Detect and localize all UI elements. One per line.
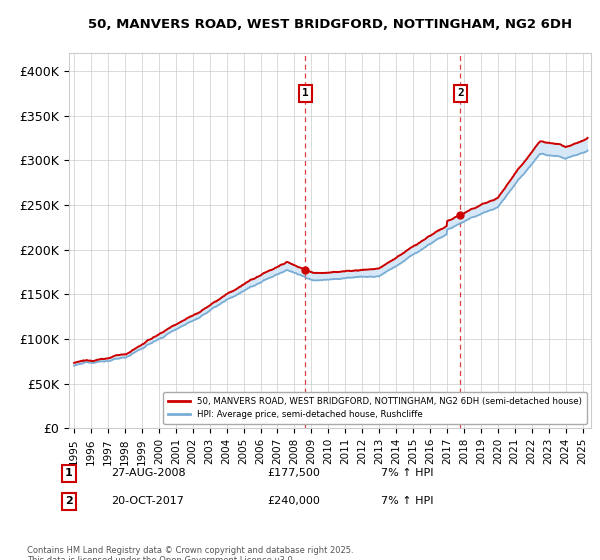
Text: £177,500: £177,500 [267, 468, 320, 478]
Legend: 50, MANVERS ROAD, WEST BRIDGFORD, NOTTINGHAM, NG2 6DH (semi-detached house), HPI: 50, MANVERS ROAD, WEST BRIDGFORD, NOTTIN… [163, 393, 587, 424]
Text: 20-OCT-2017: 20-OCT-2017 [111, 496, 184, 506]
Text: Contains HM Land Registry data © Crown copyright and database right 2025.
This d: Contains HM Land Registry data © Crown c… [27, 546, 353, 560]
Text: 7% ↑ HPI: 7% ↑ HPI [381, 496, 433, 506]
Title: 50, MANVERS ROAD, WEST BRIDGFORD, NOTTINGHAM, NG2 6DH: 50, MANVERS ROAD, WEST BRIDGFORD, NOTTIN… [88, 18, 572, 31]
Text: 7% ↑ HPI: 7% ↑ HPI [381, 468, 433, 478]
Text: 1: 1 [65, 468, 73, 478]
Text: £240,000: £240,000 [267, 496, 320, 506]
Text: 27-AUG-2008: 27-AUG-2008 [111, 468, 185, 478]
Text: 2: 2 [65, 496, 73, 506]
Text: 2: 2 [457, 88, 464, 99]
Text: 1: 1 [302, 88, 309, 99]
